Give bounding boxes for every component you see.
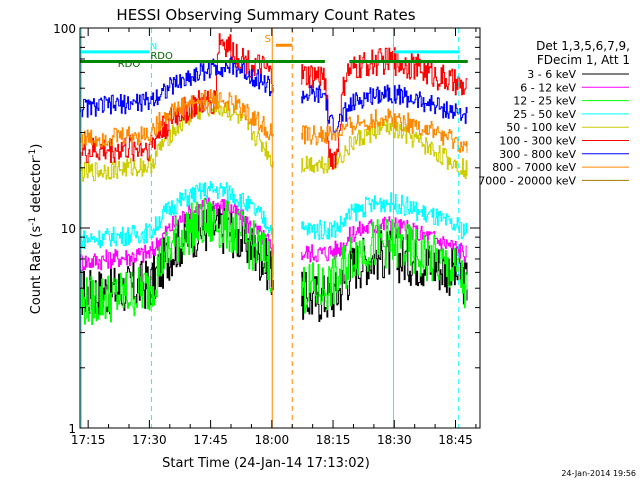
annotation-0: N (150, 42, 157, 53)
y-tick-label: 10 (61, 222, 76, 236)
x-axis-label: Start Time (24-Jan-14 17:13:02) (162, 456, 370, 471)
y-tick-label: 1 (68, 422, 76, 436)
x-tick-label: 18:45 (438, 433, 473, 447)
series-line-2 (80, 198, 468, 325)
legend-entry-label-8: 7000 - 20000 keV (478, 174, 576, 187)
legend-entry-label-1: 6 - 12 keV (520, 81, 576, 94)
series-line-6 (80, 56, 468, 134)
legend-entry-label-0: 3 - 6 keV (527, 68, 576, 81)
chart-title: HESSI Observing Summary Count Rates (116, 6, 415, 24)
legend-header-1: Det 1,3,5,6,7,9, (536, 39, 630, 53)
legend-entry-label-5: 100 - 300 keV (499, 135, 576, 148)
annotation-3: RDO (118, 59, 141, 70)
series-line-7 (80, 89, 468, 153)
legend-entry-label-4: 50 - 100 keV (506, 121, 576, 134)
y-axis-label: Count Rate (s-1 detector-1) (28, 144, 44, 315)
series-line-3 (80, 181, 468, 250)
x-tick-label: 18:00 (255, 433, 290, 447)
annotation-2: RDO (150, 51, 173, 62)
axes: 17:15 17:30 17:45 18:00 18:15 18:30 18:45 1 10 10… (53, 22, 481, 447)
legend-entry-label-7: 800 - 7000 keV (492, 161, 576, 174)
legend-entry-label-3: 25 - 50 keV (513, 108, 576, 121)
x-tick-label: 17:30 (132, 433, 167, 447)
y-tick-label: 100 (53, 22, 76, 36)
x-tick-label: 17:45 (193, 433, 228, 447)
legend-entry-label-2: 12 - 25 keV (513, 95, 576, 108)
x-tick-label: 17:15 (71, 433, 106, 447)
legend: Det 1,3,5,6,7,9, FDecim 1, Att 1 3 - 6 k… (478, 39, 630, 187)
legend-entry-label-6: 300 - 800 keV (499, 148, 576, 161)
series-line-4 (80, 97, 468, 182)
plot-area: N S RDO RDO (80, 28, 468, 428)
plot-frame (79, 27, 481, 429)
x-tick-label: 18:15 (316, 433, 351, 447)
legend-header-2: FDecim 1, Att 1 (537, 53, 630, 67)
plot-inner: N S RDO RDO (80, 28, 468, 428)
footer-timestamp: 24-Jan-2014 19:56 (561, 469, 636, 478)
annotation-1: S (265, 34, 271, 45)
x-tick-label: 18:30 (377, 433, 412, 447)
